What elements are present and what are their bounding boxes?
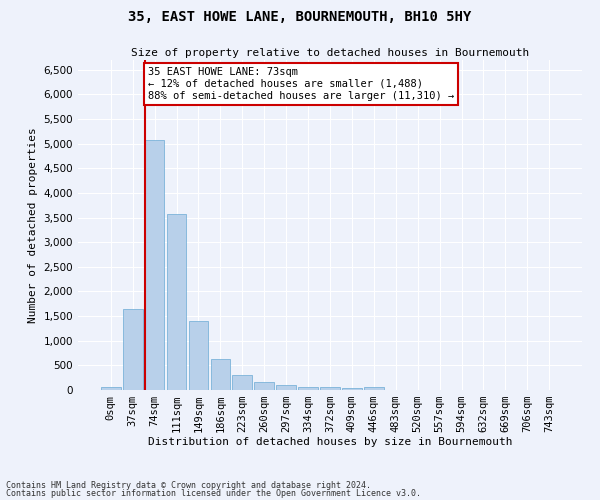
Text: Contains public sector information licensed under the Open Government Licence v3: Contains public sector information licen… <box>6 489 421 498</box>
Bar <box>211 360 230 390</box>
Title: Size of property relative to detached houses in Bournemouth: Size of property relative to detached ho… <box>131 48 529 58</box>
Bar <box>145 140 164 390</box>
Bar <box>254 382 274 390</box>
Bar <box>320 388 340 390</box>
Y-axis label: Number of detached properties: Number of detached properties <box>28 127 38 323</box>
Bar <box>101 386 121 390</box>
Bar <box>123 309 143 390</box>
Bar <box>298 387 318 390</box>
X-axis label: Distribution of detached houses by size in Bournemouth: Distribution of detached houses by size … <box>148 436 512 446</box>
Bar <box>276 385 296 390</box>
Text: Contains HM Land Registry data © Crown copyright and database right 2024.: Contains HM Land Registry data © Crown c… <box>6 480 371 490</box>
Text: 35 EAST HOWE LANE: 73sqm
← 12% of detached houses are smaller (1,488)
88% of sem: 35 EAST HOWE LANE: 73sqm ← 12% of detach… <box>148 68 454 100</box>
Bar <box>232 375 252 390</box>
Bar <box>167 214 187 390</box>
Bar <box>342 388 362 390</box>
Bar <box>188 321 208 390</box>
Text: 35, EAST HOWE LANE, BOURNEMOUTH, BH10 5HY: 35, EAST HOWE LANE, BOURNEMOUTH, BH10 5H… <box>128 10 472 24</box>
Bar <box>364 388 384 390</box>
